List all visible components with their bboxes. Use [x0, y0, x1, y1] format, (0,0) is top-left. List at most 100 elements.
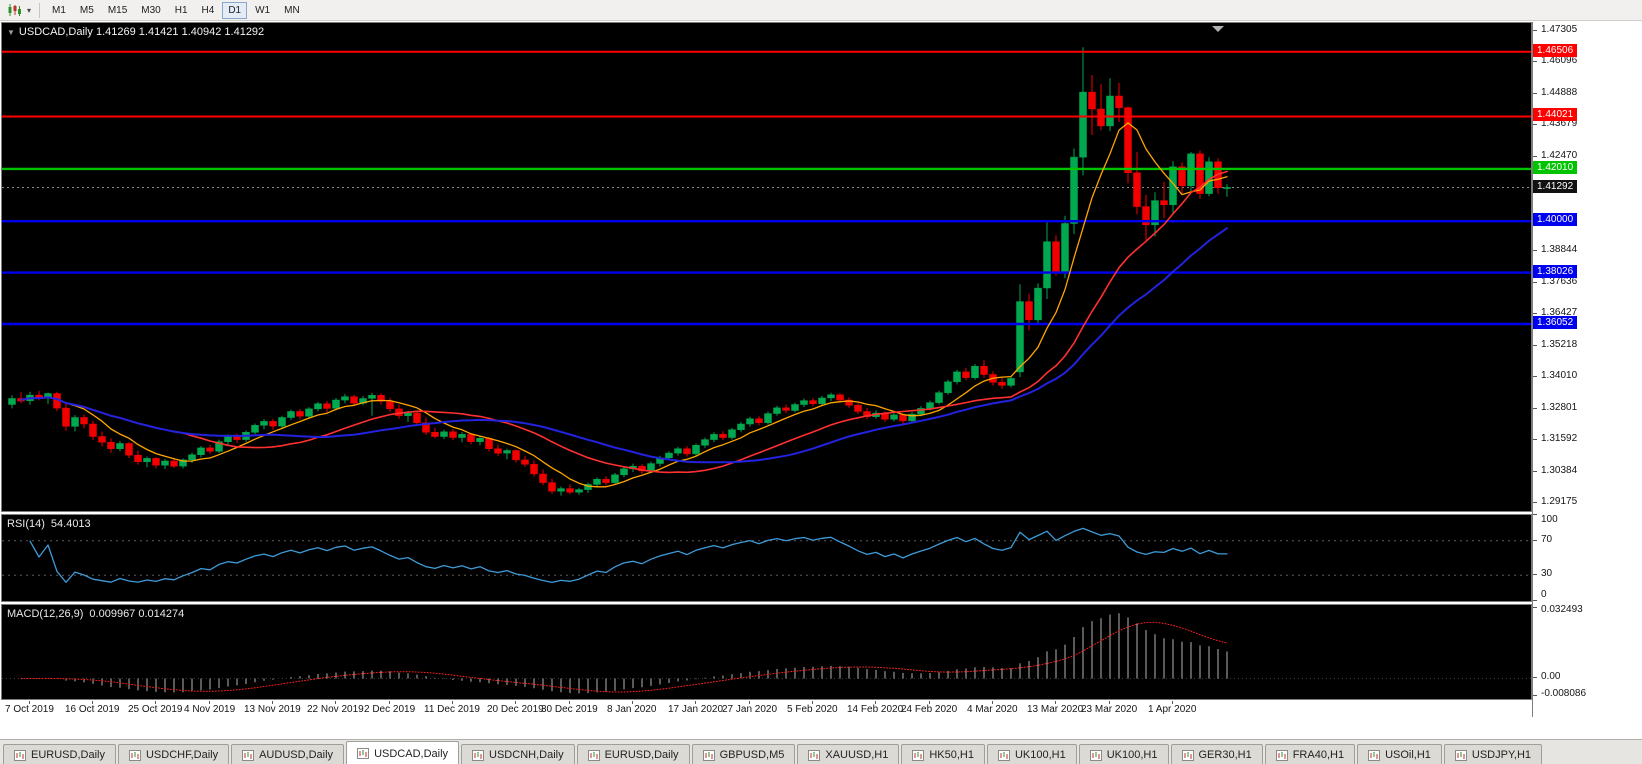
timeframe-button-m15[interactable]: M15: [102, 2, 133, 19]
chart-tab-audusd-daily[interactable]: AUDUSD,Daily: [231, 744, 345, 764]
candle: [1223, 184, 1231, 197]
chart-tab-icon: [1181, 749, 1194, 761]
price-chart-pane[interactable]: ▼ USDCAD,Daily 1.41269 1.41421 1.40942 1.…: [1, 22, 1532, 512]
macd-pane[interactable]: MACD(12,26,9) 0.009967 0.014274: [1, 604, 1532, 700]
candle: [998, 377, 1006, 389]
candle: [62, 403, 70, 431]
candle: [827, 392, 835, 402]
rsi-scale-label: 0: [1541, 589, 1547, 600]
candle: [17, 392, 25, 404]
macd-scale-label: -0.008086: [1541, 688, 1587, 699]
chart-shift-marker[interactable]: [1212, 26, 1224, 32]
candle: [584, 482, 592, 493]
chart-tab-eurusd-daily[interactable]: EURUSD,Daily: [576, 744, 690, 764]
candle: [1097, 84, 1105, 131]
chart-tab-label: GBPUSD,M5: [719, 749, 785, 761]
timeframe-button-d1[interactable]: D1: [222, 1, 248, 19]
chart-tab-label: XAUUSD,H1: [825, 749, 889, 761]
date-tick: [209, 701, 210, 704]
chart-tab-eurusd-daily[interactable]: EURUSD,Daily: [3, 744, 116, 764]
price-scale-label: 1.31592: [1541, 433, 1578, 444]
chart-tab-icon: [357, 748, 370, 759]
chart-tab-usdcnh-daily[interactable]: USDCNH,Daily: [461, 744, 575, 764]
timeframe-button-h1[interactable]: H1: [169, 2, 194, 19]
chart-tab-icon: [702, 749, 715, 761]
candle: [377, 393, 385, 405]
price-chart-canvas: [2, 26, 1531, 496]
candlestick-chart-icon[interactable]: [4, 1, 24, 19]
price-scale-label: 1.42470: [1541, 150, 1578, 161]
chart-tab-label: USDCAD,Daily: [374, 747, 449, 760]
timeframe-button-m5[interactable]: M5: [74, 2, 100, 19]
rsi-scale-label: 30: [1541, 568, 1553, 579]
price-scale-label: 1.36427: [1541, 307, 1578, 318]
timeframe-button-w1[interactable]: W1: [249, 2, 276, 19]
date-label: 17 Jan 2020: [668, 704, 724, 715]
candle: [395, 404, 403, 419]
chart-expand-icon[interactable]: ▼: [7, 28, 15, 37]
candle: [908, 412, 916, 423]
macd-scale-tick: [1533, 695, 1537, 696]
timeframe-button-m1[interactable]: M1: [46, 2, 72, 19]
chart-tab-label: GER30,H1: [1198, 749, 1252, 761]
candle: [251, 423, 259, 435]
date-label: 14 Feb 2020: [847, 704, 904, 715]
date-tick: [29, 701, 30, 704]
chart-tab-label: USDCHF,Daily: [145, 749, 219, 761]
candle: [179, 458, 187, 469]
price-scale-label: 1.46096: [1541, 55, 1578, 66]
price-line-tag: 1.44021: [1533, 108, 1578, 121]
candle: [215, 439, 223, 454]
candle: [737, 421, 745, 433]
macd-signal-line: [20, 621, 1228, 693]
chart-tab-usoil-h1[interactable]: USOil,H1: [1357, 744, 1442, 764]
chart-tab-xauusd-h1[interactable]: XAUUSD,H1: [797, 744, 900, 764]
timeframe-button-mn[interactable]: MN: [278, 2, 306, 19]
chart-tab-uk100-h1[interactable]: UK100,H1: [986, 744, 1077, 764]
candle: [1088, 75, 1096, 135]
rsi-pane[interactable]: RSI(14) 54.4013: [1, 514, 1532, 602]
chart-tab-uk100-h1[interactable]: UK100,H1: [1078, 744, 1169, 764]
price-scale-tick: [1533, 124, 1537, 125]
candle: [1151, 192, 1159, 237]
date-tick: [335, 701, 336, 704]
chart-tab-gbpusd-m5[interactable]: GBPUSD,M5: [691, 744, 796, 764]
price-scale-tick: [1533, 376, 1537, 377]
chart-tab-icon: [472, 749, 485, 761]
candle: [557, 486, 565, 496]
price-scale-label: 1.37636: [1541, 276, 1578, 287]
chart-tab-fra40-h1[interactable]: FRA40,H1: [1264, 744, 1356, 764]
candle: [350, 394, 358, 407]
candle: [692, 443, 700, 456]
date-tick: [1172, 701, 1173, 704]
timeframe-button-m30[interactable]: M30: [135, 2, 166, 19]
rsi-name: RSI(14): [7, 518, 45, 530]
chart-tab-usdcad-daily[interactable]: USDCAD,Daily: [346, 741, 460, 764]
date-axis[interactable]: 7 Oct 2019 16 Oct 2019 25 Oct 2019 4 Nov 20…: [1, 701, 1532, 717]
candle: [503, 448, 511, 460]
price-line-tag: 1.42010: [1533, 161, 1578, 174]
date-label: 30 Dec 2019: [541, 704, 598, 715]
price-scale-label: 1.32801: [1541, 402, 1578, 413]
chart-type-dropdown-icon[interactable]: ▾: [26, 5, 31, 15]
timeframe-button-h4[interactable]: H4: [196, 2, 221, 19]
rsi-scale-label: 70: [1541, 534, 1553, 545]
chart-tab-label: USOil,H1: [1385, 749, 1431, 761]
date-label: 8 Jan 2020: [607, 704, 657, 715]
candle: [1196, 150, 1204, 199]
price-scale-tick: [1533, 471, 1537, 472]
date-label: 13 Nov 2019: [244, 704, 301, 715]
candle: [368, 392, 376, 416]
candle: [332, 398, 340, 411]
candle: [116, 440, 124, 452]
candle: [728, 427, 736, 440]
chart-tab-ger30-h1[interactable]: GER30,H1: [1170, 744, 1263, 764]
macd-scale-label: 0.032493: [1541, 604, 1583, 615]
chart-tab-usdjpy-h1[interactable]: USDJPY,H1: [1443, 744, 1543, 764]
chart-tab-hk50-h1[interactable]: HK50,H1: [901, 744, 985, 764]
price-scale[interactable]: 1.47305 1.46096 1.44888 1.43679 1.42470 1.412…: [1532, 22, 1642, 717]
date-tick: [749, 701, 750, 704]
chart-tab-usdchf-daily[interactable]: USDCHF,Daily: [117, 744, 230, 764]
macd-values: 0.009967 0.014274: [89, 608, 185, 620]
